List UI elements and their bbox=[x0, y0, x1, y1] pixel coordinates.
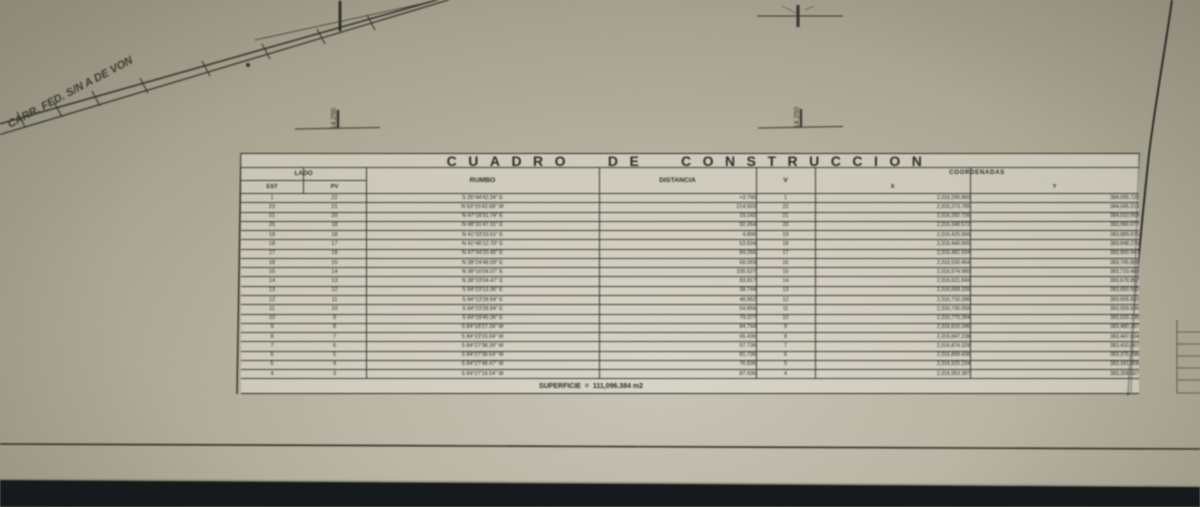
svg-text:14.250: 14.250 bbox=[331, 108, 338, 130]
svg-text:14.250: 14.250 bbox=[794, 107, 801, 129]
svg-text:CARR. FED. S/N A DE VON: CARR. FED. S/N A DE VON bbox=[6, 54, 136, 131]
